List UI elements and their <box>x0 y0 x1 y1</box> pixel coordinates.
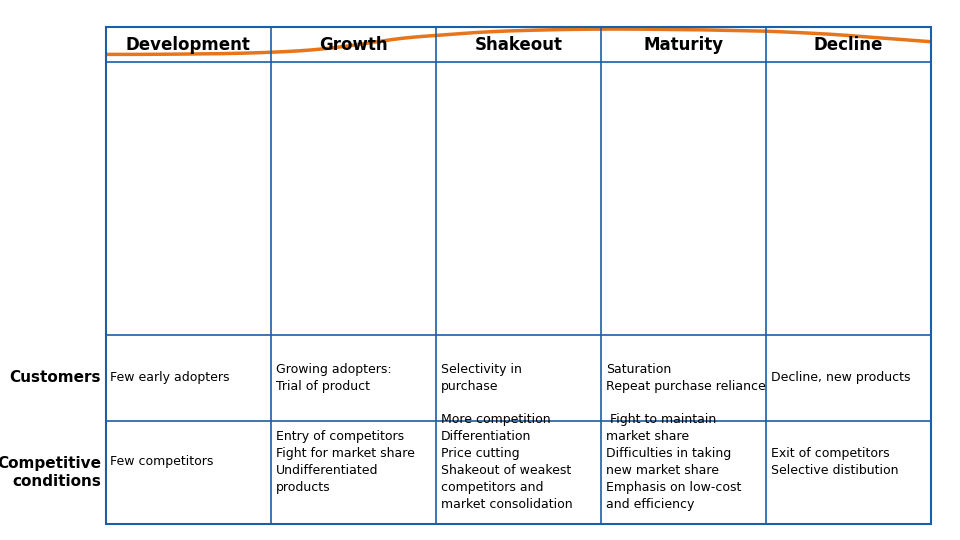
Text: Growing adopters:
Trial of product: Growing adopters: Trial of product <box>276 363 391 393</box>
Text: Exit of competitors
Selective distibution: Exit of competitors Selective distibutio… <box>771 447 899 477</box>
Text: Competitive
conditions: Competitive conditions <box>0 456 101 489</box>
Text: Entry of competitors
Fight for market share
Undifferentiated
products: Entry of competitors Fight for market sh… <box>276 430 415 494</box>
Text: Few early adopters: Few early adopters <box>110 372 229 384</box>
Text: Maturity: Maturity <box>643 36 724 53</box>
Text: Selectivity in
purchase: Selectivity in purchase <box>441 363 521 393</box>
Text: Decline, new products: Decline, new products <box>771 372 910 384</box>
Text: More competition
Differentiation
Price cutting
Shakeout of weakest
competitors a: More competition Differentiation Price c… <box>441 413 572 511</box>
Text: Development: Development <box>126 36 251 53</box>
Text: Decline: Decline <box>814 36 883 53</box>
Text: Shakeout: Shakeout <box>474 36 563 53</box>
Text: Customers: Customers <box>10 370 101 386</box>
Text: Growth: Growth <box>319 36 388 53</box>
Text: Saturation
Repeat purchase reliance: Saturation Repeat purchase reliance <box>606 363 765 393</box>
Text: Fight to maintain
market share
Difficulties in taking
new market share
Emphasis : Fight to maintain market share Difficult… <box>606 413 741 511</box>
Text: Few competitors: Few competitors <box>110 455 214 468</box>
